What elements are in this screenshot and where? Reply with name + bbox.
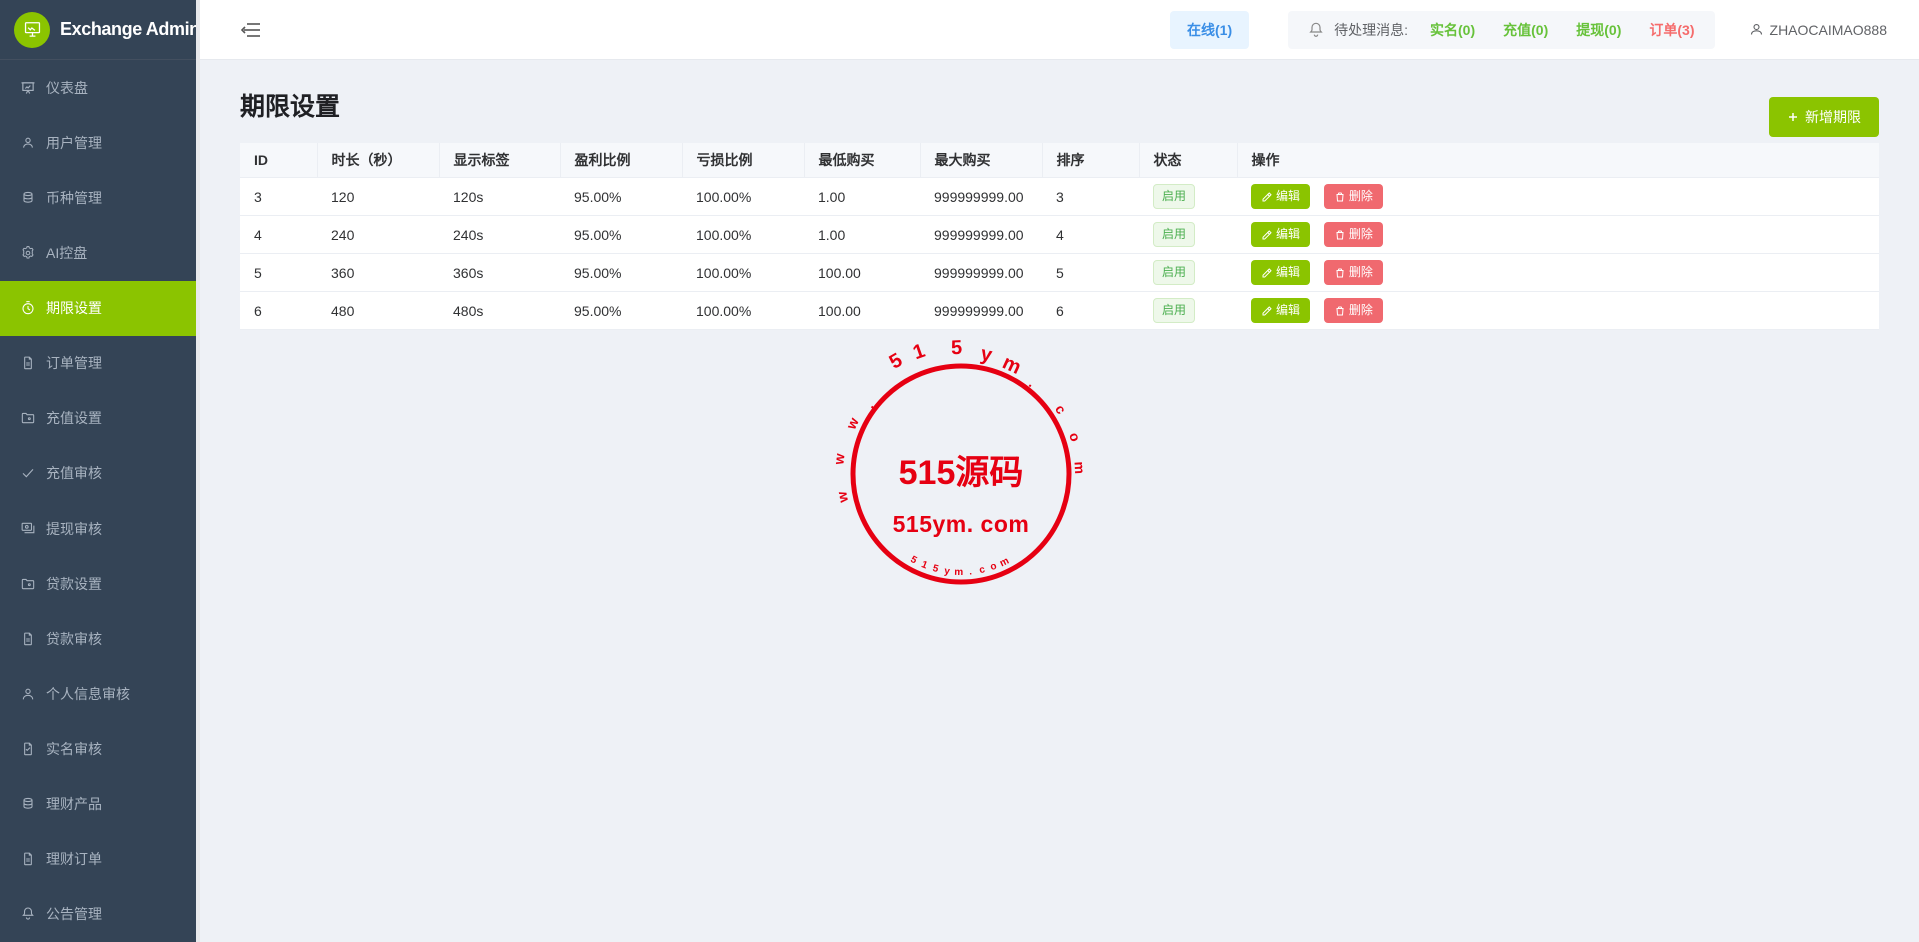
svg-text:515源码: 515源码 bbox=[899, 454, 1024, 492]
svg-text:.: . bbox=[1026, 375, 1039, 390]
svg-text:515ym. com: 515ym. com bbox=[893, 511, 1030, 537]
svg-text:y: y bbox=[979, 343, 995, 367]
svg-text:w: w bbox=[833, 490, 851, 505]
svg-text:.: . bbox=[862, 398, 877, 411]
svg-text:o: o bbox=[989, 561, 998, 573]
svg-text:1: 1 bbox=[920, 559, 930, 571]
svg-text:5: 5 bbox=[931, 563, 940, 575]
svg-text:1: 1 bbox=[910, 340, 928, 364]
svg-text:5: 5 bbox=[908, 554, 919, 567]
svg-text:o: o bbox=[1066, 430, 1084, 443]
svg-text:c: c bbox=[1052, 402, 1070, 417]
svg-text:5: 5 bbox=[886, 349, 907, 374]
svg-text:m: m bbox=[954, 567, 963, 578]
svg-text:m: m bbox=[1072, 461, 1089, 474]
svg-text:.: . bbox=[969, 566, 973, 577]
svg-text:w: w bbox=[842, 415, 862, 433]
svg-text:5: 5 bbox=[951, 337, 963, 359]
svg-text:m: m bbox=[998, 555, 1011, 569]
svg-text:c: c bbox=[978, 564, 986, 576]
svg-text:w: w bbox=[830, 453, 847, 467]
svg-text:y: y bbox=[943, 566, 951, 578]
